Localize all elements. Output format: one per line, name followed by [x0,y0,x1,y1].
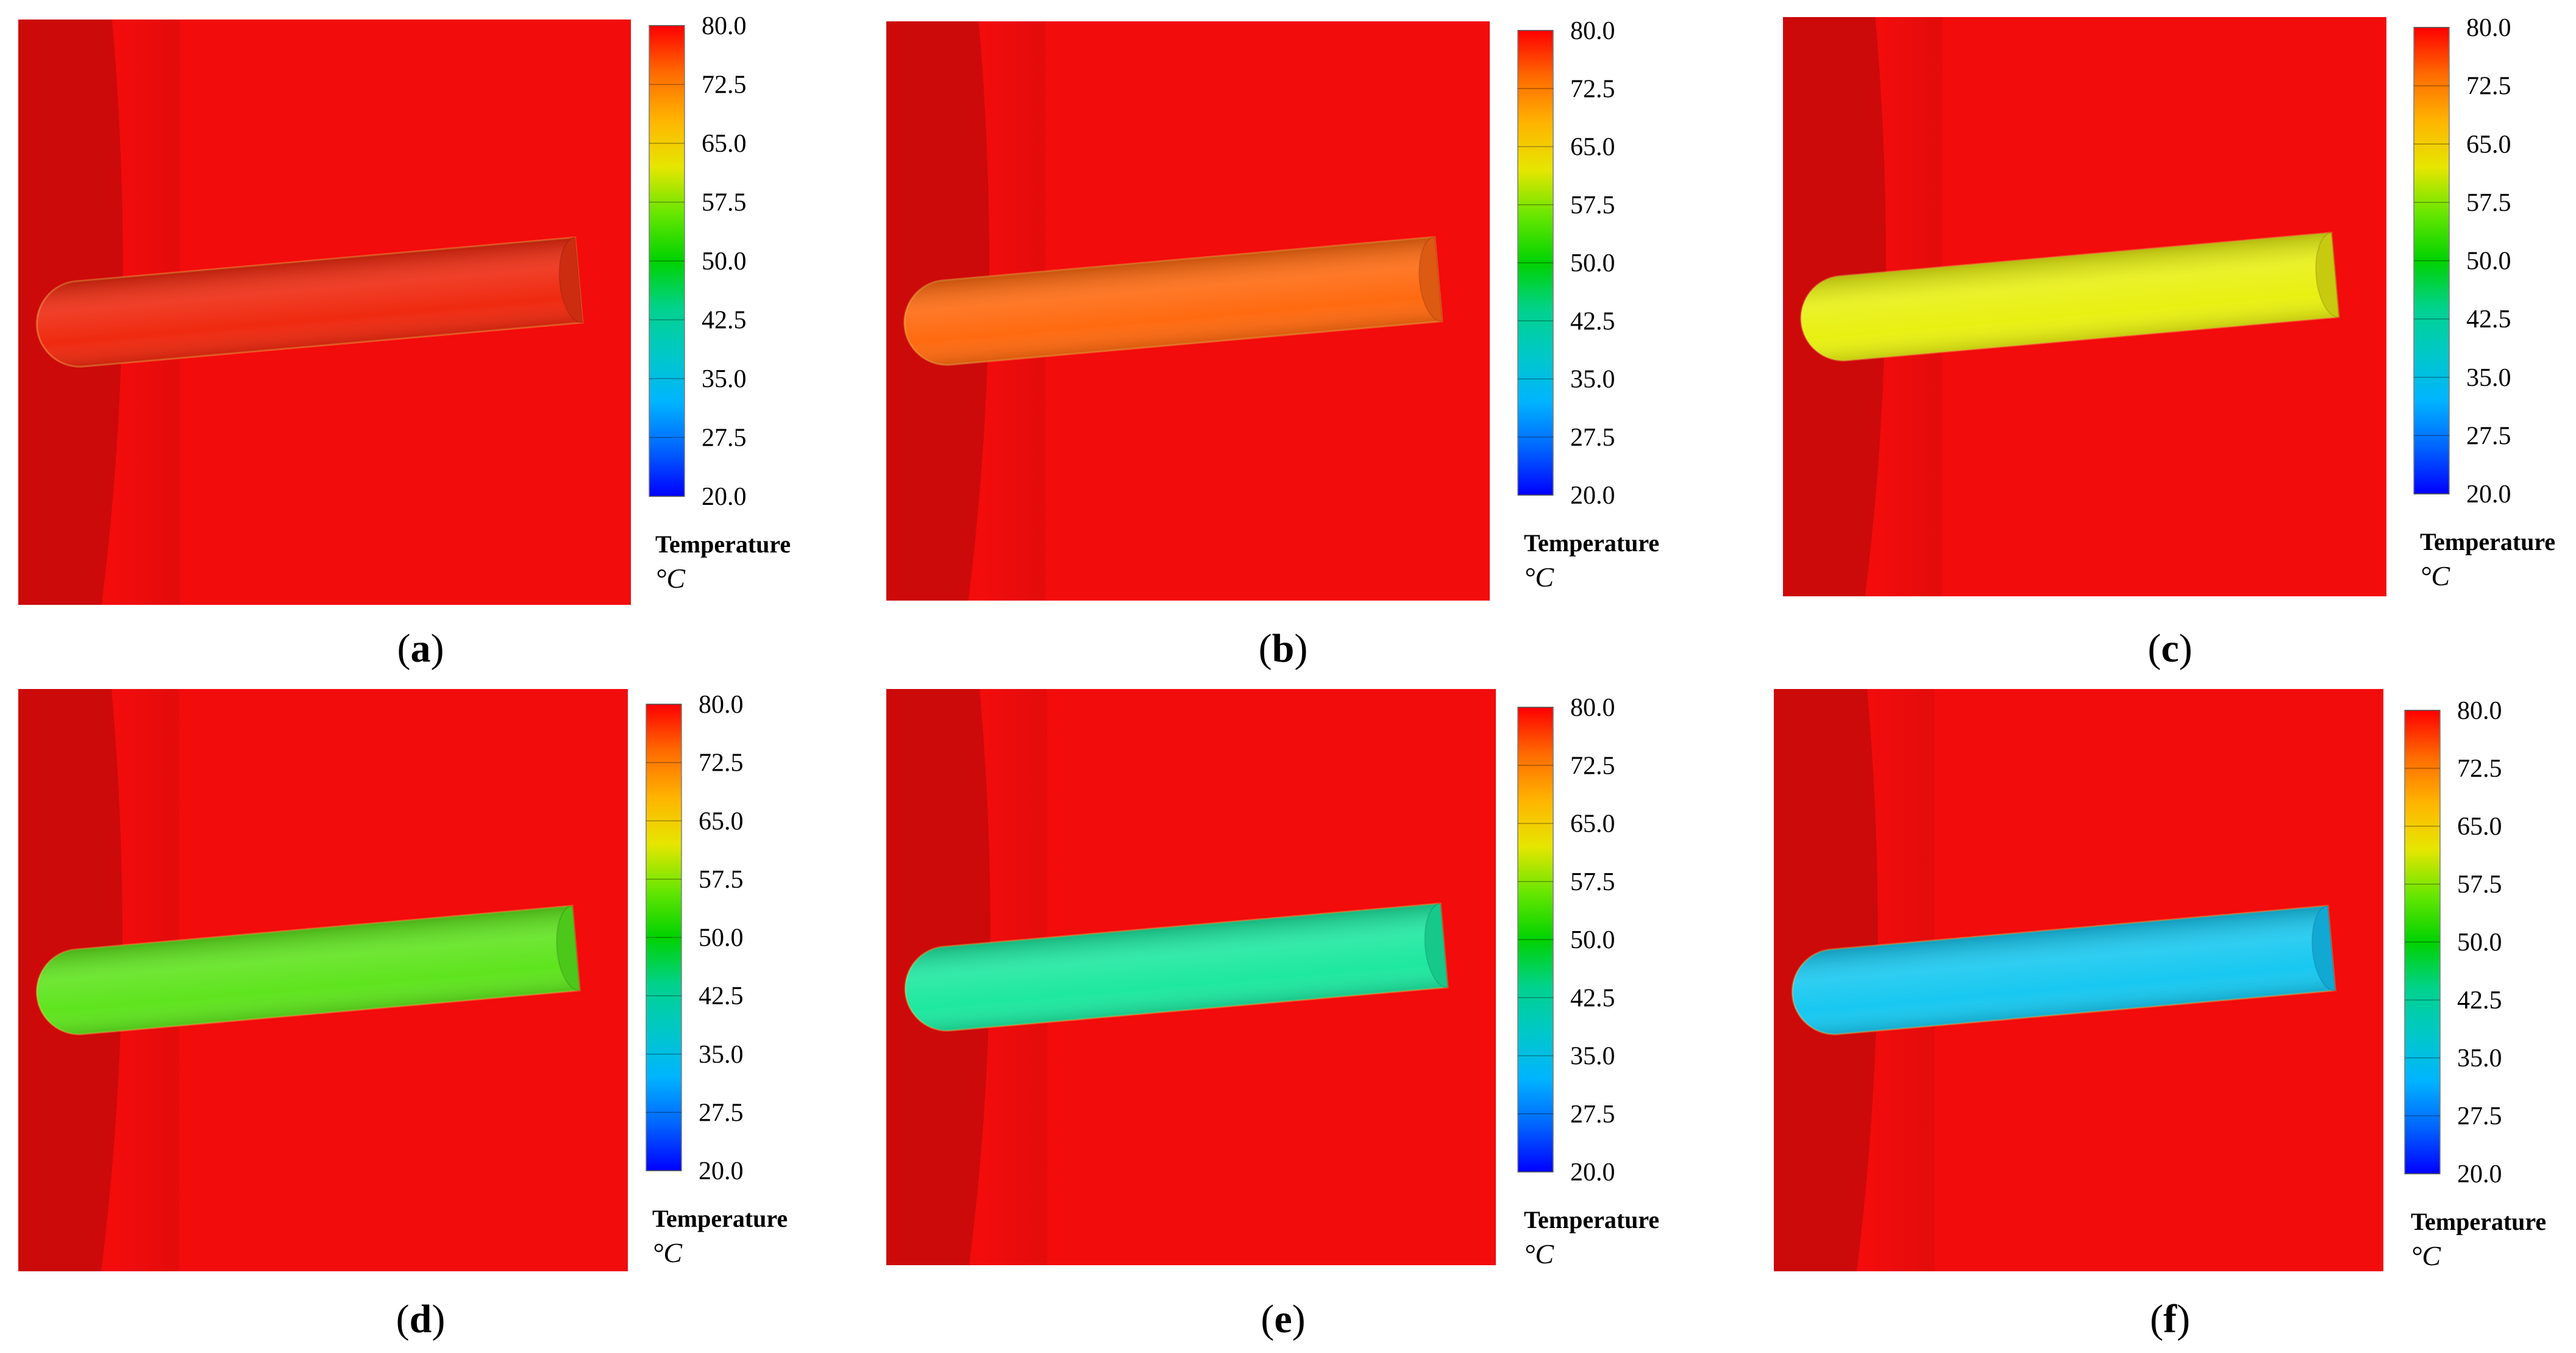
tube-end-face [2315,232,2340,318]
colorbar-tick-label: 27.5 [1570,1101,1615,1129]
colorbar-tick-label: 80.0 [2457,697,2502,725]
colorbar-tick-label: 27.5 [702,424,747,452]
colorbar-tick-label: 42.5 [699,982,744,1010]
colorbar-unit: °C [2411,1240,2441,1271]
colorbar-tick-label: 65.0 [1570,134,1615,162]
colorbar-tick-label: 57.5 [1570,868,1615,896]
tube-end-face [1424,902,1449,988]
panel-d: 80.0 72.5 65.0 57.5 50.0 42.5 35.0 27.5 20.0 Temp… [18,689,788,1341]
colorbar [2413,27,2450,494]
colorbar-tick-label: 80.0 [2466,14,2511,42]
tube-end-face [1418,236,1443,322]
colorbar-tick-label: 42.5 [1570,307,1615,335]
panel-label: (b) [1259,626,1308,671]
colorbar-tick-label: 50.0 [2466,248,2511,276]
colorbar-tick-label: 72.5 [1570,752,1615,780]
colorbar-tick-label: 35.0 [1570,366,1615,394]
colorbar-unit: °C [655,563,686,594]
tube [35,236,584,368]
panel-e: 80.0 72.5 65.0 57.5 50.0 42.5 35.0 27.5 20.0 Temp… [886,689,1659,1341]
panel-f: 80.0 72.5 65.0 57.5 50.0 42.5 35.0 27.5 20.0 Temp… [1774,689,2546,1341]
tube-end-face [558,237,583,324]
colorbar-tick-label: 50.0 [1570,926,1615,954]
colorbar-unit: °C [2420,560,2450,591]
colorbar-tick-label: 80.0 [1570,694,1615,722]
colorbar-tick-label: 72.5 [2466,73,2511,101]
colorbar [649,25,685,497]
panel-label: (f) [2150,1297,2190,1341]
colorbar-tick-label: 57.5 [702,189,747,217]
panel-label: (a) [397,626,444,671]
tube [903,236,1443,366]
tube-end-face [2311,905,2336,991]
colorbar-tick-label: 42.5 [702,307,747,335]
colorbar-tick-label: 65.0 [1570,810,1615,838]
colorbar-title: Temperature [1524,1206,1659,1233]
colorbar-tick-label: 80.0 [699,691,744,719]
colorbar-tick-label: 50.0 [1570,249,1615,277]
colorbar-tick-label: 20.0 [2457,1160,2502,1188]
colorbar-tick-label: 20.0 [702,483,747,511]
colorbar-tick-label: 20.0 [1570,1158,1615,1187]
panel-c: 80.0 72.5 65.0 57.5 50.0 42.5 35.0 27.5 20.0 Temp… [1783,14,2555,671]
colorbar-tick-label: 57.5 [699,866,744,894]
colorbar-tick-label: 27.5 [2457,1102,2502,1130]
colorbar-tick-label: 20.0 [2466,480,2511,509]
panel-label: (c) [2147,626,2192,671]
colorbar-tick-label: 27.5 [699,1099,744,1127]
colorbar-tick-label: 72.5 [1570,75,1615,103]
tube-end-face [556,905,581,991]
tube [904,902,1449,1032]
colorbar-tick-label: 57.5 [2466,189,2511,217]
colorbar-tick-label: 42.5 [2466,305,2511,334]
colorbar-unit: °C [1524,562,1554,593]
panel-b: 80.0 72.5 65.0 57.5 50.0 42.5 35.0 27.5 20.0 Temp… [886,17,1659,671]
colorbar-tick-label: 42.5 [2457,987,2502,1015]
colorbar [2404,710,2441,1174]
colorbar-title: Temperature [652,1205,788,1232]
colorbar-tick-label: 20.0 [699,1157,744,1185]
colorbar [1517,707,1554,1173]
panel-a: 80.0 72.5 65.0 57.5 50.0 42.5 35.0 27.5 20.0 Temp… [18,12,791,671]
colorbar-tick-label: 50.0 [2457,929,2502,957]
colorbar-tick-label: 35.0 [702,365,747,393]
colorbar-tick-label: 72.5 [699,749,744,777]
colorbar-tick-label: 80.0 [702,12,747,40]
panel-label: (e) [1261,1297,1305,1341]
colorbar-tick-label: 57.5 [2457,871,2502,899]
tube [35,904,581,1035]
colorbar-tick-label: 50.0 [699,924,744,952]
tube [1800,232,2340,362]
colorbar-title: Temperature [655,530,791,558]
colorbar-tick-label: 65.0 [2466,130,2511,159]
colorbar-tick-label: 27.5 [1570,424,1615,452]
colorbar-tick-label: 20.0 [1570,482,1615,510]
colorbar-tick-label: 65.0 [699,807,744,835]
colorbar-title: Temperature [2420,528,2555,555]
colorbar-tick-label: 65.0 [702,130,747,158]
colorbar-tick-label: 42.5 [1570,984,1615,1012]
colorbar-tick-label: 57.5 [1570,191,1615,220]
colorbar-tick-label: 80.0 [1570,17,1615,45]
colorbar-unit: °C [1524,1238,1554,1269]
colorbar-tick-label: 35.0 [2466,364,2511,392]
colorbar-tick-label: 65.0 [2457,813,2502,841]
colorbar-tick-label: 50.0 [702,248,747,276]
colorbar-tick-label: 27.5 [2466,422,2511,450]
colorbar-title: Temperature [1524,529,1659,557]
colorbar-tick-label: 35.0 [699,1041,744,1069]
colorbar-tick-label: 35.0 [1570,1043,1615,1071]
colorbar-tick-label: 72.5 [702,71,747,99]
colorbar-unit: °C [652,1237,683,1268]
colorbar-tick-label: 72.5 [2457,755,2502,783]
panel-label: (d) [396,1297,446,1341]
colorbar [646,704,682,1171]
colorbar-tick-label: 35.0 [2457,1044,2502,1073]
colorbar-title: Temperature [2411,1208,2546,1235]
tube [1791,904,2336,1035]
colorbar [1517,30,1554,496]
